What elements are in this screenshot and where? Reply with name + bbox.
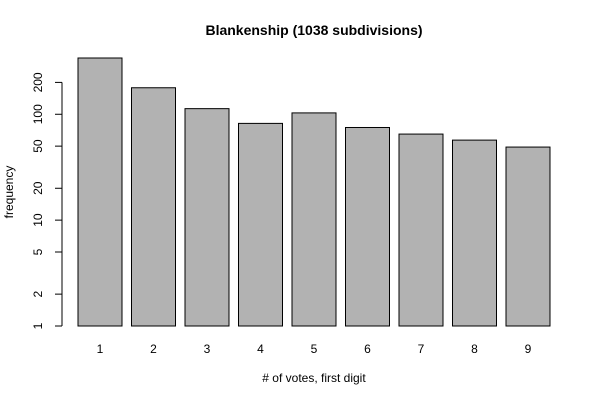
y-axis: 1 2 5 10 20 50 100 200	[31, 72, 63, 329]
y-tick-label: 5	[31, 248, 45, 255]
x-tick-labels: 1 2 3 4 5 6 7 8 9	[97, 342, 532, 356]
bar-1	[77, 57, 123, 327]
y-tick-label: 10	[31, 213, 45, 227]
x-tick-label: 6	[364, 342, 371, 356]
x-tick-label: 1	[97, 342, 104, 356]
y-tick-label: 100	[31, 104, 45, 124]
y-tick-label: 1	[31, 322, 45, 329]
x-tick-label: 4	[257, 342, 264, 356]
bar-2	[131, 87, 176, 327]
x-tick-label: 5	[311, 342, 318, 356]
y-tick-label: 2	[31, 290, 45, 297]
y-tick-label: 50	[31, 139, 45, 153]
y-tick-label: 20	[31, 181, 45, 195]
y-axis-label: frequency	[2, 166, 16, 219]
bar-4	[238, 122, 283, 327]
bar-8	[452, 139, 497, 327]
x-axis-label: # of votes, first digit	[262, 371, 366, 385]
x-tick-label: 2	[150, 342, 157, 356]
bar-6	[345, 126, 390, 327]
bars	[77, 57, 551, 327]
chart-title: Blankenship (1038 subdivisions)	[205, 22, 422, 38]
y-tick-label: 200	[31, 72, 45, 92]
bar-9	[505, 146, 551, 327]
bar-7	[398, 133, 444, 327]
x-tick-label: 9	[525, 342, 532, 356]
bar-5	[291, 112, 337, 327]
bar-3	[184, 108, 230, 327]
x-tick-label: 3	[204, 342, 211, 356]
x-tick-label: 7	[418, 342, 425, 356]
x-tick-label: 8	[471, 342, 478, 356]
